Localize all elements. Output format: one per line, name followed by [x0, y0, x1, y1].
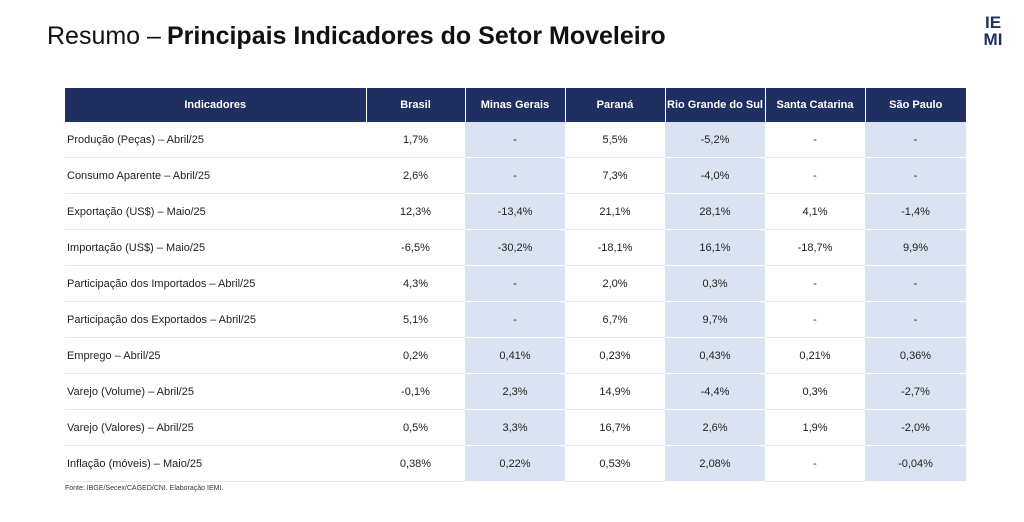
table-row: Participação dos Exportados – Abril/25 5,…: [65, 301, 966, 338]
cell: 0,3%: [665, 265, 765, 302]
cell: 5,5%: [565, 122, 665, 158]
table-row: Varejo (Volume) – Abril/25 -0,1% 2,3% 14,9%…: [65, 373, 966, 410]
cell: 1,7%: [366, 122, 465, 158]
cell: -2,0%: [865, 409, 966, 446]
cell: 9,9%: [865, 229, 966, 266]
cell: -6,5%: [366, 229, 465, 266]
cell: -4,0%: [665, 157, 765, 194]
table-body: Produção (Peças) – Abril/25 1,7% -5,5% -5,2…: [65, 122, 966, 482]
cell: -13,4%: [465, 193, 565, 230]
cell: 4,3%: [366, 265, 465, 302]
column-header: Brasil: [365, 88, 465, 122]
indicators-table: Indicadores Brasil Minas Gerais Paraná Rio G…: [65, 88, 966, 482]
column-header: Santa Catarina: [764, 88, 865, 122]
title-prefix: Resumo –: [47, 22, 161, 50]
cell: 0,36%: [865, 337, 966, 374]
row-label: Inflação (móveis) – Maio/25: [65, 445, 366, 482]
cell: 6,7%: [565, 301, 665, 338]
cell: 2,08%: [665, 445, 765, 482]
table-row: Produção (Peças) – Abril/25 1,7% -5,5% -5,2…: [65, 122, 966, 158]
cell: 16,1%: [665, 229, 765, 266]
cell: -18,1%: [565, 229, 665, 266]
cell: 0,5%: [366, 409, 465, 446]
title: Resumo – Principais Indicadores do Setor …: [47, 22, 666, 51]
cell: 0,22%: [465, 445, 565, 482]
row-label: Produção (Peças) – Abril/25: [65, 122, 366, 158]
cell: -: [865, 157, 966, 194]
column-header: São Paulo: [864, 88, 966, 122]
cell: 0,23%: [565, 337, 665, 374]
cell: -0,1%: [366, 373, 465, 410]
row-label: Varejo (Volume) – Abril/25: [65, 373, 366, 410]
cell: -: [765, 157, 865, 194]
cell: 21,1%: [565, 193, 665, 230]
table-row: Inflação (móveis) – Maio/25 0,38% 0,22% 0,5…: [65, 445, 966, 482]
table-row: Participação dos Importados – Abril/25 4,…: [65, 265, 966, 302]
footnote: Fonte: IBGE/Secex/CAGED/CNI. Elaboração …: [65, 485, 224, 492]
logo: IEMI: [983, 13, 1003, 49]
cell: 7,3%: [565, 157, 665, 194]
cell: 16,7%: [565, 409, 665, 446]
cell: 14,9%: [565, 373, 665, 410]
cell: -: [765, 122, 865, 158]
cell: -30,2%: [465, 229, 565, 266]
column-header: Minas Gerais: [464, 88, 565, 122]
cell: -18,7%: [765, 229, 865, 266]
row-label: Exportação (US$) – Maio/25: [65, 193, 366, 230]
cell: 0,21%: [765, 337, 865, 374]
table-row: Exportação (US$) – Maio/25 12,3% -13,4% 21,…: [65, 193, 966, 230]
cell: 9,7%: [665, 301, 765, 338]
row-label: Participação dos Exportados – Abril/25: [65, 301, 366, 338]
cell: 1,9%: [765, 409, 865, 446]
table-row: Emprego – Abril/25 0,2% 0,41% 0,23% 0,43% 0,2…: [65, 337, 966, 374]
cell: 0,38%: [366, 445, 465, 482]
cell: -: [465, 157, 565, 194]
cell: -2,7%: [865, 373, 966, 410]
table-row: Importação (US$) – Maio/25 -6,5% -30,2% -18…: [65, 229, 966, 266]
cell: -1,4%: [865, 193, 966, 230]
table-row: Varejo (Valores) – Abril/25 0,5% 3,3% 16,7%…: [65, 409, 966, 446]
cell: -0,04%: [865, 445, 966, 482]
cell: 3,3%: [465, 409, 565, 446]
column-header: Paraná: [564, 88, 665, 122]
row-label: Emprego – Abril/25: [65, 337, 366, 374]
cell: -: [765, 301, 865, 338]
cell: -: [765, 445, 865, 482]
cell: 0,2%: [366, 337, 465, 374]
cell: -: [465, 122, 565, 158]
cell: 2,3%: [465, 373, 565, 410]
cell: -: [765, 265, 865, 302]
cell: 0,41%: [465, 337, 565, 374]
column-header: Rio Grande do Sul: [664, 88, 765, 122]
cell: 0,3%: [765, 373, 865, 410]
table-row: Consumo Aparente – Abril/25 2,6% -7,3% -4,0…: [65, 157, 966, 194]
cell: 12,3%: [366, 193, 465, 230]
cell: 28,1%: [665, 193, 765, 230]
cell: 2,0%: [565, 265, 665, 302]
cell: -: [465, 301, 565, 338]
cell: -: [865, 301, 966, 338]
cell: -: [865, 122, 966, 158]
row-label: Consumo Aparente – Abril/25: [65, 157, 366, 194]
header-row: Indicadores Brasil Minas Gerais Paraná Rio G…: [65, 88, 966, 122]
row-label: Participação dos Importados – Abril/25: [65, 265, 366, 302]
column-header: Indicadores: [65, 88, 366, 122]
cell: 4,1%: [765, 193, 865, 230]
cell: -5,2%: [665, 122, 765, 158]
cell: 2,6%: [366, 157, 465, 194]
cell: 2,6%: [665, 409, 765, 446]
cell: -: [465, 265, 565, 302]
cell: 5,1%: [366, 301, 465, 338]
title-main: Principais Indicadores do Setor Moveleir…: [166, 22, 666, 50]
row-label: Varejo (Valores) – Abril/25: [65, 409, 366, 446]
cell: -4,4%: [665, 373, 765, 410]
cell: -: [865, 265, 966, 302]
row-label: Importação (US$) – Maio/25: [65, 229, 366, 266]
cell: 0,53%: [565, 445, 665, 482]
cell: 0,43%: [665, 337, 765, 374]
